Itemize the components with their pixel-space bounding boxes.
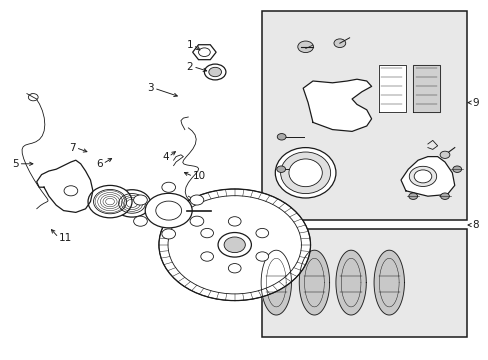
Circle shape xyxy=(408,193,417,199)
Ellipse shape xyxy=(288,159,322,187)
Circle shape xyxy=(408,166,436,186)
Circle shape xyxy=(255,252,268,261)
Circle shape xyxy=(190,195,203,205)
Circle shape xyxy=(64,186,78,196)
Circle shape xyxy=(439,151,449,158)
Polygon shape xyxy=(299,250,329,315)
Polygon shape xyxy=(303,79,371,131)
Text: 3: 3 xyxy=(147,83,154,93)
Polygon shape xyxy=(373,250,404,315)
Text: 10: 10 xyxy=(193,171,206,181)
Bar xyxy=(261,229,466,337)
Text: 9: 9 xyxy=(471,98,478,108)
Ellipse shape xyxy=(280,152,330,194)
Circle shape xyxy=(255,228,268,238)
Circle shape xyxy=(228,264,241,273)
Text: 2: 2 xyxy=(186,62,193,72)
Text: 6: 6 xyxy=(96,159,102,169)
Circle shape xyxy=(228,217,241,226)
Polygon shape xyxy=(400,157,454,196)
Text: 5: 5 xyxy=(12,159,19,169)
Circle shape xyxy=(297,41,313,53)
Circle shape xyxy=(204,64,225,80)
Circle shape xyxy=(162,229,175,239)
Text: 4: 4 xyxy=(162,152,168,162)
Circle shape xyxy=(28,94,38,101)
Circle shape xyxy=(133,195,147,205)
Circle shape xyxy=(440,193,448,199)
Bar xyxy=(261,11,466,220)
Circle shape xyxy=(413,170,431,183)
Polygon shape xyxy=(378,65,405,112)
Polygon shape xyxy=(261,250,291,315)
Circle shape xyxy=(145,193,192,228)
Circle shape xyxy=(224,237,245,253)
Circle shape xyxy=(276,166,285,172)
Text: 7: 7 xyxy=(69,143,76,153)
Circle shape xyxy=(333,39,345,48)
Circle shape xyxy=(113,190,150,217)
Polygon shape xyxy=(37,160,93,212)
Circle shape xyxy=(133,216,147,226)
Circle shape xyxy=(159,189,310,301)
Circle shape xyxy=(162,182,175,192)
Polygon shape xyxy=(412,65,439,112)
Circle shape xyxy=(88,185,132,218)
Text: 1: 1 xyxy=(186,40,193,50)
Circle shape xyxy=(277,134,285,140)
Polygon shape xyxy=(335,250,366,315)
Text: 8: 8 xyxy=(471,220,478,230)
Circle shape xyxy=(201,228,213,238)
Text: 11: 11 xyxy=(59,233,72,243)
Circle shape xyxy=(201,252,213,261)
Circle shape xyxy=(190,216,203,226)
Ellipse shape xyxy=(275,148,335,198)
Circle shape xyxy=(452,166,461,172)
Circle shape xyxy=(218,233,251,257)
Circle shape xyxy=(208,67,221,77)
